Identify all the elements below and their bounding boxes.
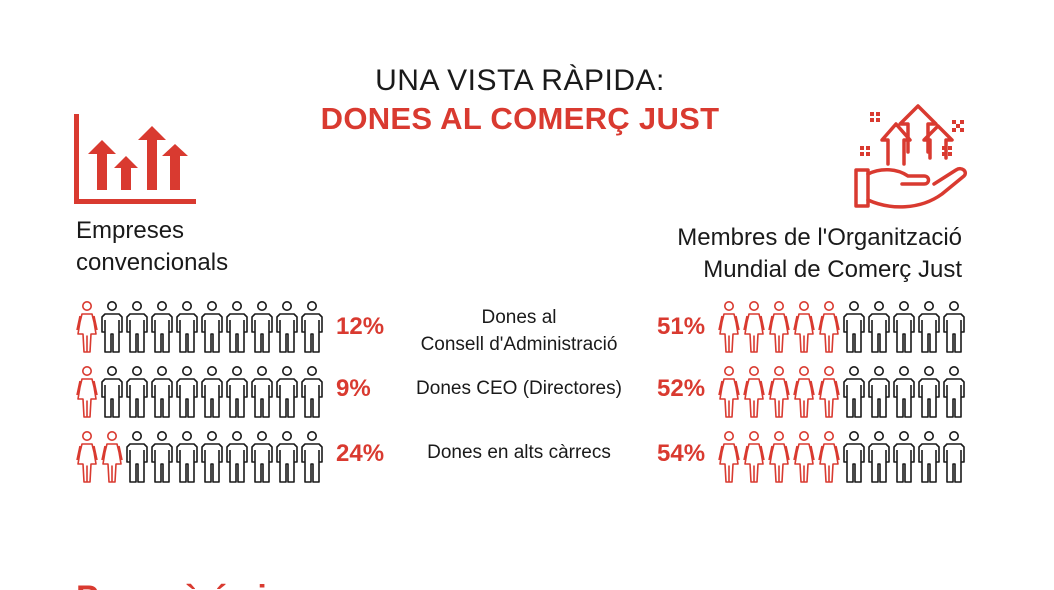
man-icon: [868, 366, 890, 418]
man-icon: [918, 301, 940, 353]
left-pct-3: 24%: [336, 440, 385, 467]
man-icon: [201, 431, 223, 483]
man-icon: [301, 431, 323, 483]
man-icon: [918, 366, 940, 418]
woman-icon: [768, 431, 790, 483]
right-people-row-1: [718, 301, 965, 353]
man-icon: [176, 366, 198, 418]
man-icon: [151, 301, 173, 353]
man-icon: [226, 301, 248, 353]
right-people-row-2: [718, 366, 965, 418]
man-icon: [201, 301, 223, 353]
man-icon: [251, 366, 273, 418]
woman-icon: [768, 366, 790, 418]
man-icon: [301, 366, 323, 418]
metric-label-2: Dones CEO (Directores): [416, 378, 622, 399]
man-icon: [201, 366, 223, 418]
man-icon: [868, 301, 890, 353]
hand-growth-arrows-icon: [854, 104, 968, 209]
man-icon: [126, 366, 148, 418]
left-people-row-3: [76, 431, 323, 483]
man-icon: [301, 301, 323, 353]
man-icon: [868, 431, 890, 483]
man-icon: [893, 301, 915, 353]
bar-chart-arrows-icon: [74, 114, 196, 204]
woman-icon: [743, 431, 765, 483]
man-icon: [176, 301, 198, 353]
left-people-row-2: [76, 366, 323, 418]
woman-icon: [718, 431, 740, 483]
woman-icon: [718, 301, 740, 353]
woman-icon: [793, 301, 815, 353]
man-icon: [893, 366, 915, 418]
left-people-row-1: [76, 301, 323, 353]
woman-icon: [818, 431, 840, 483]
woman-icon: [76, 301, 98, 353]
page-title-line1: UNA VISTA RÀPIDA:: [375, 64, 665, 97]
woman-icon: [818, 301, 840, 353]
right-people-row-3: [718, 431, 965, 483]
man-icon: [176, 431, 198, 483]
man-icon: [276, 366, 298, 418]
left-group-label: Empreses convencionals: [76, 217, 229, 276]
right-pct-1: 51%: [657, 313, 706, 340]
man-icon: [226, 366, 248, 418]
man-icon: [251, 431, 273, 483]
man-icon: [101, 301, 123, 353]
woman-icon: [101, 431, 123, 483]
man-icon: [126, 431, 148, 483]
woman-icon: [793, 366, 815, 418]
woman-icon: [76, 366, 98, 418]
metric-label-1: Dones al Consell d'Administració: [420, 307, 618, 355]
man-icon: [918, 431, 940, 483]
woman-icon: [768, 301, 790, 353]
man-icon: [276, 431, 298, 483]
man-icon: [276, 301, 298, 353]
woman-icon: [76, 431, 98, 483]
man-icon: [943, 301, 965, 353]
right-group-label: Membres de l'Organització Mundial de Com…: [677, 224, 962, 283]
left-pct-2: 9%: [336, 375, 371, 402]
woman-icon: [743, 366, 765, 418]
man-icon: [943, 366, 965, 418]
man-icon: [943, 431, 965, 483]
right-pct-3: 54%: [657, 440, 706, 467]
footer-partial-heading: Per què és i...: [76, 578, 295, 590]
man-icon: [893, 431, 915, 483]
woman-icon: [743, 301, 765, 353]
metric-label-3: Dones en alts càrrecs: [427, 442, 611, 463]
woman-icon: [718, 366, 740, 418]
man-icon: [151, 366, 173, 418]
woman-icon: [793, 431, 815, 483]
man-icon: [843, 301, 865, 353]
man-icon: [151, 431, 173, 483]
man-icon: [101, 366, 123, 418]
page-title-line2: DONES AL COMERÇ JUST: [320, 101, 720, 136]
man-icon: [226, 431, 248, 483]
man-icon: [251, 301, 273, 353]
man-icon: [843, 366, 865, 418]
man-icon: [126, 301, 148, 353]
left-pct-1: 12%: [336, 313, 385, 340]
right-pct-2: 52%: [657, 375, 706, 402]
woman-icon: [818, 366, 840, 418]
man-icon: [843, 431, 865, 483]
